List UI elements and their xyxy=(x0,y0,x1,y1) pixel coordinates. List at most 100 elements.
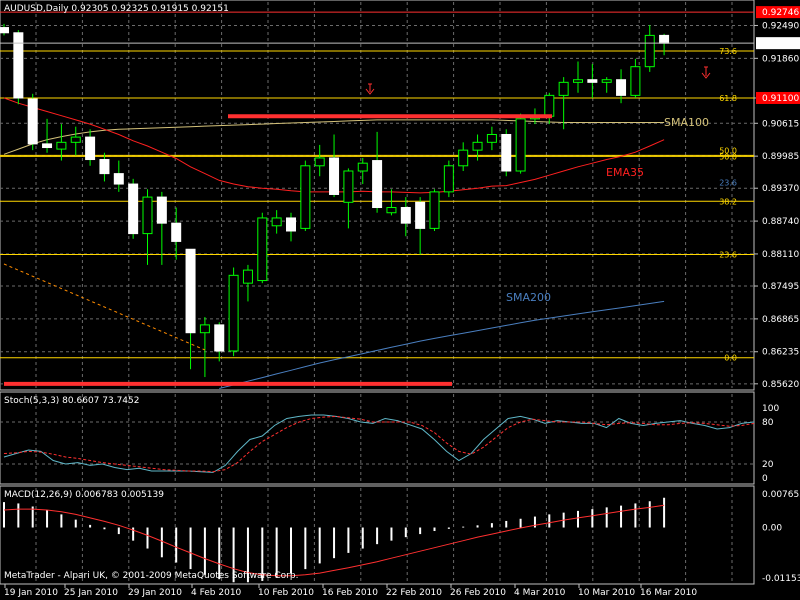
stoch-signal-line xyxy=(3,415,755,473)
date-label: 25 Jan 2010 xyxy=(64,588,118,598)
stoch-title: Stoch(5,3,3) 80.6607 73.7452 xyxy=(4,396,139,406)
candle-body xyxy=(185,248,196,334)
fib-level-label: 73.6 xyxy=(719,47,737,56)
stoch-series xyxy=(0,414,755,473)
price-tick-label: 0.90615 xyxy=(762,119,799,129)
candles xyxy=(0,23,670,378)
sell-arrow-icon xyxy=(701,66,711,79)
candle-body xyxy=(128,183,139,235)
sell-arrow-icon xyxy=(365,83,375,95)
price-tick-label: 0.89985 xyxy=(762,152,799,162)
sma200-label: SMA200 xyxy=(506,291,551,304)
fib-level-label: 0.0 xyxy=(724,354,737,363)
price-tick-label: 0.85620 xyxy=(762,380,799,390)
candle-body xyxy=(329,157,340,195)
date-label: 19 Jan 2010 xyxy=(4,588,58,598)
candle-body xyxy=(372,160,383,209)
fib-level-label: 23.6 xyxy=(719,250,737,259)
stoch-tick-label: 20 xyxy=(762,460,774,470)
date-label: 16 Feb 2010 xyxy=(322,588,378,598)
current-price-box xyxy=(756,37,800,50)
candle-body xyxy=(501,133,512,172)
date-label: 4 Mar 2010 xyxy=(514,588,566,598)
date-label: 10 Mar 2010 xyxy=(578,588,635,598)
candle-body xyxy=(142,196,153,235)
price-tick-label: 0.92490 xyxy=(762,21,799,31)
candle-body xyxy=(300,165,311,229)
symbol-header: AUDUSD,Daily 0.92305 0.92325 0.91915 0.9… xyxy=(4,4,229,14)
date-label: 16 Mar 2010 xyxy=(640,588,697,598)
fib-level-label: 61.8 xyxy=(719,94,737,103)
candle-body xyxy=(271,217,282,227)
price-tick-label: 0.86865 xyxy=(762,315,799,325)
candle-body xyxy=(257,217,268,282)
candle-body xyxy=(0,27,9,34)
candle-body xyxy=(443,165,454,193)
candle-body xyxy=(659,34,670,44)
candle-body xyxy=(573,79,583,83)
candle-body xyxy=(42,143,53,149)
fib-level-label: 38.2 xyxy=(719,197,737,206)
candle-body xyxy=(314,157,325,167)
copyright-footer: MetaTrader - Alpari UK, © 2001-2009 Meta… xyxy=(4,571,298,581)
sma100-line xyxy=(3,119,665,155)
candle-body xyxy=(199,324,210,334)
macd-title: MACD(12,26,9) 0.006783 0.005139 xyxy=(4,490,164,500)
fib-level-label: 50.0 xyxy=(719,146,737,155)
macd-tick-label: -0.01153 xyxy=(762,574,800,584)
candle-body xyxy=(27,98,38,145)
lower-price-tag-label: 0.91100 xyxy=(762,94,799,104)
price-tick-label: 0.88740 xyxy=(762,217,799,227)
stoch-tick-label: 100 xyxy=(762,404,779,414)
upper-price-tag-label: 0.92746 xyxy=(762,8,799,18)
fib-level-label: 50.0 xyxy=(719,152,737,161)
candle-body xyxy=(56,141,67,150)
candle-body xyxy=(587,79,598,83)
candle-body xyxy=(13,32,24,99)
macd-series xyxy=(3,497,666,583)
candle-body xyxy=(156,196,167,224)
candle-body xyxy=(357,162,368,172)
candle-body xyxy=(601,79,612,83)
date-label: 22 Feb 2010 xyxy=(386,588,442,598)
date-label: 29 Jan 2010 xyxy=(128,588,182,598)
candle-body xyxy=(415,201,426,229)
candle-body xyxy=(343,170,354,203)
candle-body xyxy=(616,79,627,96)
candle-body xyxy=(242,269,253,284)
stoch-panel xyxy=(0,391,755,485)
candle-body xyxy=(472,141,483,151)
candle-body xyxy=(70,136,81,143)
candle-body xyxy=(644,34,655,68)
candle-body xyxy=(386,207,397,214)
candle-body xyxy=(544,94,555,117)
candle-body xyxy=(228,274,239,352)
candle-body xyxy=(85,136,96,161)
sma100-label: SMA100 xyxy=(664,116,709,129)
stoch-tick-label: 80 xyxy=(762,418,774,428)
candle-body xyxy=(515,118,526,172)
upper-price-tag xyxy=(756,6,800,19)
stoch-tick-label: 0 xyxy=(762,474,768,484)
price-tick-label: 0.88110 xyxy=(762,250,799,260)
candle-body xyxy=(458,149,469,167)
candle-body xyxy=(486,133,497,143)
candle-body xyxy=(113,173,124,185)
candle-body xyxy=(286,217,296,232)
date-label: 4 Feb 2010 xyxy=(191,588,242,598)
ema35-label: EMA35 xyxy=(606,166,644,179)
candle-body xyxy=(558,81,569,96)
trendline xyxy=(3,263,206,351)
sma200-line xyxy=(219,300,665,389)
price-tick-label: 0.91860 xyxy=(762,54,799,64)
price-tick-label: 0.89370 xyxy=(762,184,799,194)
fib-level-label: 23.6 xyxy=(719,179,737,188)
date-label: 26 Feb 2010 xyxy=(450,588,506,598)
price-tick-label: 0.87495 xyxy=(762,282,799,292)
extras xyxy=(3,114,552,386)
current-price-label: 0.92151 xyxy=(762,39,799,49)
macd-tick-label: 0.00 xyxy=(762,524,782,534)
candle-body xyxy=(171,222,182,242)
price-tick-label: 0.86235 xyxy=(762,348,799,358)
